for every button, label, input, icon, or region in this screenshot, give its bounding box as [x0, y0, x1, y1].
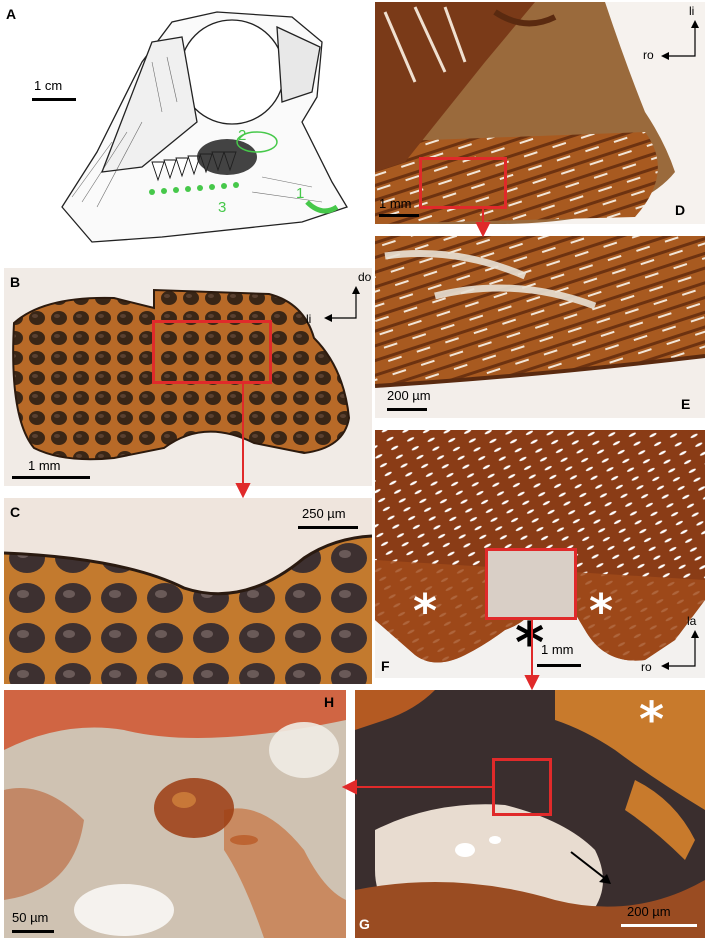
panel-h-scale-bar [12, 930, 54, 933]
panel-b-section: B 1 mm do li [4, 268, 372, 486]
panel-f-axis-ro: ro [641, 660, 652, 674]
panel-f-scale-label: 1 mm [541, 642, 574, 657]
panel-f-scale-bar [537, 664, 581, 667]
region-2-label: 2 [238, 127, 246, 144]
panel-e-detail: E 200 µm [375, 236, 705, 418]
panel-b-scale-bar [12, 476, 90, 479]
panel-b-scale-label: 1 mm [28, 458, 61, 473]
asterisk-center-black: * [515, 611, 545, 676]
asterisk-right-white: * [589, 584, 614, 638]
panel-a-label: A [6, 6, 17, 22]
panel-d-axis-li: li [689, 4, 695, 18]
panel-f-axis-la: la [687, 614, 697, 628]
region-3-label: 3 [218, 199, 226, 216]
panel-f-axis-arrows [661, 630, 699, 670]
panel-c-scale-bar [298, 526, 358, 529]
panel-d-section: D 1 mm li ro [375, 2, 705, 224]
panel-b-label: B [10, 274, 21, 290]
panel-g-scale-label: 200 µm [627, 904, 671, 919]
panel-d-scale-bar [379, 214, 419, 217]
panel-f-section: F * * * 1 mm la ro [375, 430, 705, 678]
panel-b-highlight-box [152, 320, 272, 384]
panel-c-detail: C 250 µm [4, 498, 372, 684]
panel-b-image [12, 288, 351, 461]
panel-c-scale-label: 250 µm [302, 506, 346, 521]
panel-f-label: F [381, 658, 390, 674]
panel-h-detail: H 50 µm [4, 690, 346, 938]
panel-d-axis-ro: ro [643, 48, 654, 62]
panel-e-image [375, 236, 705, 418]
panel-b-axis-do: do [358, 270, 372, 284]
panel-d-scale-label: 1 mm [379, 196, 412, 211]
region-1-marker [305, 200, 339, 214]
panel-c-label: C [10, 504, 21, 520]
asterisk-white-g: * [639, 692, 665, 748]
panel-a-scale-bar [32, 98, 76, 101]
panel-e-scale-bar [387, 408, 427, 411]
panel-g-detail: G * 200 µm [355, 690, 705, 938]
arrow-pointer-icon [570, 851, 611, 884]
panel-a-scale-label: 1 cm [34, 78, 63, 93]
panel-a-skull-drawing: 2 3 1 A 1 cm [2, 2, 368, 247]
panel-g-highlight-box [492, 758, 552, 816]
region-2-marker [236, 131, 278, 153]
asterisk-left-white: * [413, 584, 438, 638]
panel-h-label: H [324, 694, 335, 710]
region-1-label: 1 [296, 185, 304, 202]
panel-h-scale-label: 50 µm [12, 910, 49, 925]
panel-e-scale-label: 200 µm [387, 388, 431, 403]
panel-b-axis-li: li [306, 312, 312, 326]
panel-g-scale-bar [621, 924, 697, 927]
region-3-marker [149, 182, 239, 195]
panel-f-image [375, 430, 705, 663]
panel-d-axis-arrows [661, 20, 699, 60]
panel-d-highlight-box [419, 157, 507, 209]
panel-d-image [375, 2, 675, 224]
panel-g-label: G [359, 916, 370, 932]
skull-illustration: 2 3 1 [61, 11, 348, 243]
panel-f-highlight-box [485, 548, 577, 620]
panel-b-axis-arrows [324, 286, 360, 322]
panel-d-label: D [675, 202, 686, 218]
panel-c-image [4, 534, 372, 684]
panel-h-image [4, 690, 346, 938]
panel-e-label: E [681, 396, 691, 412]
